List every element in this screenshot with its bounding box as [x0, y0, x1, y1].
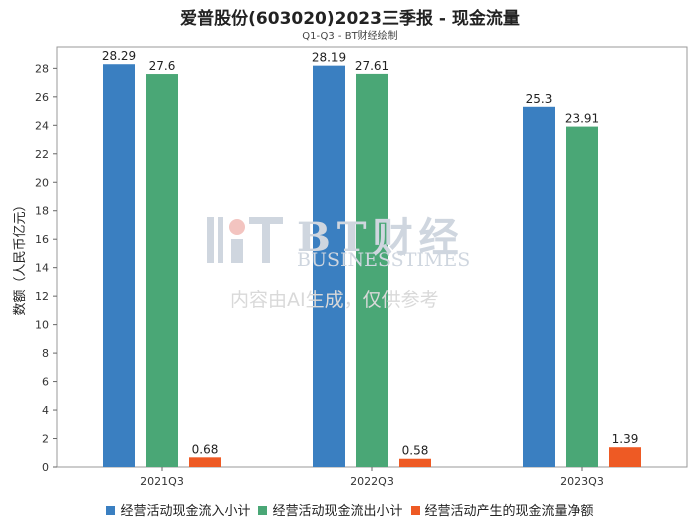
legend-label: 经营活动产生的现金流量净额	[424, 504, 594, 519]
legend-item: 经营活动现金流入小计	[106, 500, 250, 519]
y-tick-label: 20	[35, 176, 49, 189]
data-label: 23.91	[565, 112, 599, 126]
y-tick-label: 22	[35, 148, 49, 161]
y-tick-label: 18	[35, 205, 49, 218]
x-tick-label: 2022Q3	[350, 475, 394, 488]
y-tick-label: 16	[35, 233, 49, 246]
data-label: 27.6	[149, 59, 176, 73]
y-tick-label: 26	[35, 91, 49, 104]
data-label: 0.58	[402, 444, 429, 458]
y-tick-label: 24	[35, 119, 49, 132]
bar-2023Q3-series-0	[523, 106, 555, 468]
bar-2021Q3-series-1	[146, 74, 178, 468]
legend-item: 经营活动产生的现金流量净额	[410, 500, 594, 519]
bar-2021Q3-series-0	[103, 64, 135, 468]
y-tick-label: 8	[42, 347, 49, 360]
y-tick-label: 0	[42, 461, 49, 474]
legend-item: 经营活动现金流出小计	[258, 500, 403, 519]
bar-2022Q3-series-0	[313, 65, 345, 467]
data-label: 1.39	[612, 432, 639, 446]
legend-label: 经营活动现金流入小计	[120, 504, 251, 519]
legend-swatch	[258, 506, 268, 515]
y-tick-label: 6	[42, 376, 49, 389]
data-label: 28.19	[312, 51, 346, 65]
bar-2023Q3-series-2	[609, 447, 641, 467]
chart-subtitle: Q1-Q3 - BT财经绘制	[302, 31, 398, 42]
y-tick-label: 4	[42, 404, 49, 417]
y-tick-label: 2	[42, 433, 49, 446]
y-tick-label: 28	[35, 62, 49, 75]
data-label: 28.29	[102, 49, 136, 63]
bar-2021Q3-series-2	[189, 457, 221, 467]
data-label: 27.61	[355, 59, 389, 73]
x-tick-label: 2021Q3	[140, 475, 184, 488]
chart-title: 爱普股份(603020)2023三季报 - 现金流量	[180, 9, 520, 29]
bar-2022Q3-series-1	[356, 73, 388, 467]
bar-2022Q3-series-2	[399, 458, 431, 467]
data-label: 0.68	[192, 442, 219, 456]
legend-swatch	[410, 506, 420, 515]
x-tick-label: 2023Q3	[560, 475, 604, 488]
y-tick-label: 12	[35, 290, 49, 303]
y-tick-label: 14	[35, 262, 49, 275]
legend-label: 经营活动现金流出小计	[272, 504, 403, 519]
y-tick-label: 10	[35, 319, 49, 332]
bar-2023Q3-series-1	[566, 126, 598, 468]
legend-swatch	[106, 506, 116, 515]
y-axis-label: 数额（人民币亿元）	[13, 198, 28, 315]
chart-legend: 经营活动现金流入小计 经营活动现金流出小计 经营活动产生的现金流量净额	[0, 500, 700, 519]
data-label: 25.3	[526, 92, 553, 106]
